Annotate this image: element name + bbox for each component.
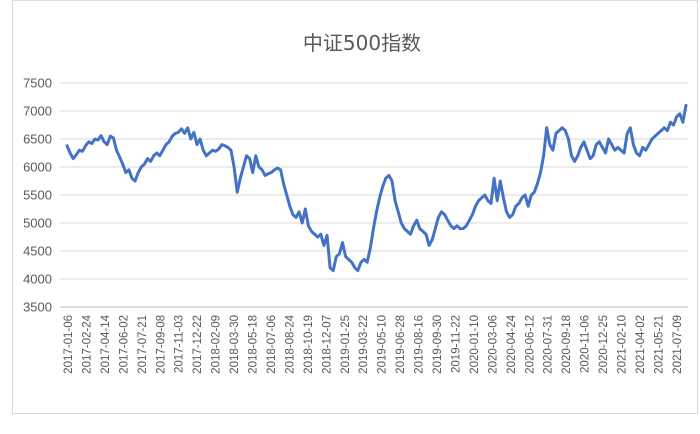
x-tick-label: 2018-10-19 (303, 315, 315, 374)
x-tick-label: 2019-09-30 (432, 315, 444, 374)
x-tick-label: 2021-04-02 (635, 315, 647, 374)
y-tick-label: 5500 (23, 188, 52, 203)
x-tick-label: 2020-11-06 (580, 315, 592, 373)
x-tick-label: 2017-11-03 (174, 315, 186, 373)
x-tick-label: 2020-06-12 (524, 315, 536, 374)
x-tick-label: 2017-09-08 (155, 315, 167, 374)
x-tick-label: 2020-04-24 (506, 314, 518, 373)
x-tick-label: 2017-04-14 (100, 314, 112, 373)
x-tick-label: 2020-12-25 (598, 315, 610, 374)
y-tick-label: 3500 (23, 300, 52, 315)
x-tick-label: 2020-07-31 (543, 315, 555, 374)
x-tick-label: 2017-07-21 (137, 315, 149, 374)
y-tick-label: 6000 (23, 160, 52, 175)
x-tick-label: 2019-08-16 (414, 315, 426, 374)
x-tick-label: 2020-09-18 (561, 315, 573, 374)
x-tick-label: 2018-03-30 (229, 315, 241, 374)
x-tick-label: 2019-03-22 (358, 315, 370, 374)
x-tick-label: 2020-01-10 (469, 315, 481, 374)
y-tick-label: 6500 (23, 132, 52, 147)
x-tick-label: 2019-06-28 (395, 315, 407, 374)
chart-title: 中证500指数 (303, 31, 421, 55)
x-tick-label: 2020-03-06 (487, 315, 499, 374)
x-tick-label: 2017-01-06 (63, 315, 75, 374)
y-tick-label: 7000 (23, 104, 52, 119)
series-line (65, 103, 688, 273)
x-tick-label: 2019-05-10 (377, 315, 389, 374)
x-tick-label: 2017-02-24 (81, 314, 93, 373)
x-tick-label: 2017-06-02 (118, 315, 130, 374)
x-tick-label: 2018-05-18 (248, 315, 260, 374)
x-tick-label: 2019-11-22 (450, 315, 462, 373)
y-tick-label: 5000 (23, 216, 52, 231)
x-tick-label: 2019-01-25 (340, 315, 352, 374)
chart-frame (12, 0, 698, 414)
y-tick-label: 7500 (23, 76, 52, 91)
x-tick-label: 2018-02-09 (211, 315, 223, 374)
y-tick-label: 4500 (23, 244, 52, 259)
gridlines (60, 82, 688, 280)
y-tick-label: 4000 (23, 272, 52, 287)
x-tick-label: 2021-02-10 (617, 315, 629, 374)
x-tick-label: 2021-05-21 (653, 315, 665, 374)
x-tick-label: 2018-07-06 (266, 315, 278, 374)
x-axis-ticks: 2017-01-06 2017-02-24 2017-04-14 2017-06-02… (63, 314, 684, 373)
x-tick-label: 2018-12-07 (321, 315, 333, 374)
x-tick-label: 2018-08-24 (284, 314, 296, 373)
x-tick-label: 2017-12-22 (192, 315, 204, 374)
series-layer (65, 103, 688, 273)
x-tick-label: 2021-07-09 (672, 315, 684, 374)
y-axis-ticks: 3500 4000 4500 5000 5500 6000 6500 7000 7500 (23, 76, 52, 315)
